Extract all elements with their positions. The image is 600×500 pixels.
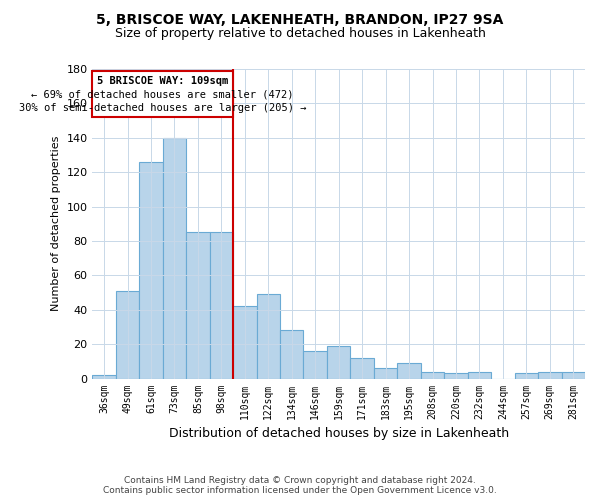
Bar <box>233 306 257 378</box>
Bar <box>374 368 397 378</box>
Bar <box>562 372 585 378</box>
Text: Contains HM Land Registry data © Crown copyright and database right 2024.
Contai: Contains HM Land Registry data © Crown c… <box>103 476 497 495</box>
Text: 5, BRISCOE WAY, LAKENHEATH, BRANDON, IP27 9SA: 5, BRISCOE WAY, LAKENHEATH, BRANDON, IP2… <box>97 12 503 26</box>
Bar <box>421 372 444 378</box>
Bar <box>163 138 186 378</box>
Y-axis label: Number of detached properties: Number of detached properties <box>51 136 61 312</box>
Bar <box>209 232 233 378</box>
Bar <box>186 232 209 378</box>
Text: 30% of semi-detached houses are larger (205) →: 30% of semi-detached houses are larger (… <box>19 104 307 114</box>
Bar <box>257 294 280 378</box>
X-axis label: Distribution of detached houses by size in Lakenheath: Distribution of detached houses by size … <box>169 427 509 440</box>
Bar <box>350 358 374 378</box>
Bar <box>444 374 467 378</box>
Bar <box>538 372 562 378</box>
Bar <box>139 162 163 378</box>
Bar <box>92 375 116 378</box>
Bar <box>116 291 139 378</box>
Bar <box>515 374 538 378</box>
Text: ← 69% of detached houses are smaller (472): ← 69% of detached houses are smaller (47… <box>31 90 294 100</box>
Bar <box>280 330 304 378</box>
FancyBboxPatch shape <box>92 70 233 117</box>
Bar <box>397 363 421 378</box>
Text: Size of property relative to detached houses in Lakenheath: Size of property relative to detached ho… <box>115 28 485 40</box>
Bar <box>327 346 350 378</box>
Bar <box>467 372 491 378</box>
Bar <box>304 351 327 378</box>
Text: 5 BRISCOE WAY: 109sqm: 5 BRISCOE WAY: 109sqm <box>97 76 229 86</box>
